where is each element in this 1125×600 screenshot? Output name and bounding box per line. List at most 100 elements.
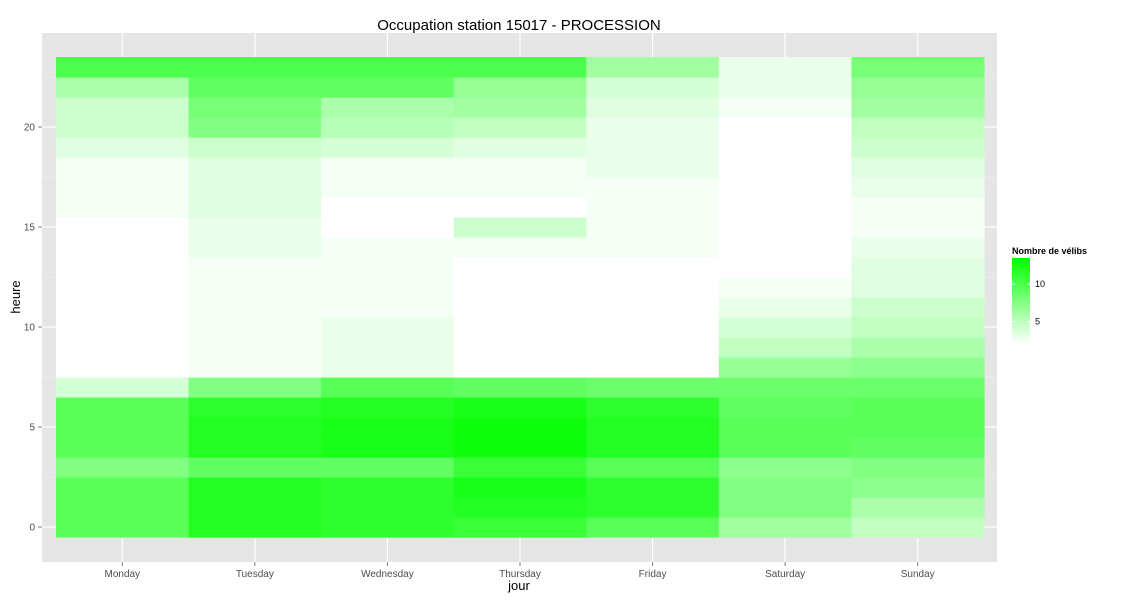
y-axis: 0 5 10 15 20 <box>24 123 42 534</box>
heatmap-tile <box>188 157 322 178</box>
heatmap-tile <box>453 77 587 98</box>
heatmap-tile <box>321 517 455 538</box>
heatmap-tile <box>188 57 322 78</box>
heatmap-tile <box>321 257 455 278</box>
heatmap-tile <box>718 357 853 378</box>
heatmap-tile <box>188 77 322 98</box>
heatmap-tile <box>851 457 985 478</box>
heatmap-tile <box>851 297 985 318</box>
heatmap-tile <box>718 417 853 438</box>
heatmap-tile <box>586 137 720 158</box>
heatmap-tile <box>56 77 190 98</box>
heatmap-tile <box>851 437 985 458</box>
heatmap-tile <box>188 277 322 298</box>
heatmap-tile <box>453 317 587 338</box>
heatmap-tile <box>321 177 455 198</box>
heatmap-tile <box>56 417 190 438</box>
heatmap-tile <box>188 437 322 458</box>
heatmap-tile <box>321 97 455 118</box>
heatmap-tile <box>851 277 985 298</box>
heatmap-tile <box>851 477 985 498</box>
heatmap-tile <box>851 177 985 198</box>
heatmap-tile <box>188 197 322 218</box>
heatmap-tile <box>718 277 853 298</box>
heatmap-tile <box>56 337 190 358</box>
heatmap-tile <box>188 257 322 278</box>
heatmap-tile <box>453 497 587 518</box>
heatmap-tile <box>851 417 985 438</box>
heatmap-tile <box>321 137 455 158</box>
heatmap-tile <box>453 437 587 458</box>
heatmap-tile <box>851 497 985 518</box>
heatmap-tile <box>56 357 190 378</box>
legend-tick-label: 10 <box>1035 279 1045 289</box>
x-axis: Monday Tuesday Wednesday Thursday Friday Satu… <box>104 562 935 580</box>
heatmap-tile <box>586 177 720 198</box>
heatmap-tile <box>586 417 720 438</box>
heatmap-tile <box>718 177 853 198</box>
heatmap-tile <box>321 397 455 418</box>
heatmap-tile <box>56 57 190 78</box>
heatmap-tile <box>718 297 853 318</box>
heatmap-tile <box>718 97 853 118</box>
heatmap-tile <box>718 457 853 478</box>
heatmap-tile <box>321 297 455 318</box>
heatmap-tile <box>586 257 720 278</box>
heatmap-tile <box>56 97 190 118</box>
heatmap-tile <box>851 517 985 538</box>
heatmap-tile <box>718 437 853 458</box>
heatmap-tile <box>188 137 322 158</box>
heatmap-tile <box>718 117 853 138</box>
y-tick-label: 5 <box>29 423 35 434</box>
heatmap-tile <box>851 137 985 158</box>
y-tick-label: 10 <box>24 323 36 334</box>
y-tick-label: 15 <box>24 223 36 234</box>
heatmap-tile <box>321 157 455 178</box>
heatmap-tile <box>56 297 190 318</box>
heatmap-tile <box>718 77 853 98</box>
x-tick-label: Sunday <box>901 569 935 580</box>
heatmap-tile <box>56 237 190 258</box>
heatmap-tile <box>453 217 587 238</box>
heatmap-tile <box>188 457 322 478</box>
heatmap-tile <box>56 177 190 198</box>
heatmap-tile <box>56 377 190 398</box>
heatmap-tile <box>188 377 322 398</box>
heatmap-tile <box>188 217 322 238</box>
heatmap-tile <box>851 337 985 358</box>
heatmap-tile <box>321 277 455 298</box>
heatmap-tile <box>718 377 853 398</box>
heatmap-tile <box>453 237 587 258</box>
heatmap-tile <box>56 517 190 538</box>
heatmap-tile <box>321 317 455 338</box>
heatmap-tile <box>56 497 190 518</box>
legend-colorbar <box>1012 258 1030 344</box>
heatmap-tile <box>718 57 853 78</box>
heatmap-tile <box>453 297 587 318</box>
heatmap-tile <box>188 317 322 338</box>
heatmap-tile <box>56 157 190 178</box>
heatmap-tile <box>188 477 322 498</box>
heatmap-tile <box>453 57 587 78</box>
heatmap-tile <box>586 277 720 298</box>
heatmap-tile <box>453 517 587 538</box>
heatmap-tile <box>586 317 720 338</box>
heatmap-tile <box>586 117 720 138</box>
heatmap-tile <box>586 57 720 78</box>
legend-tick-label: 5 <box>1035 317 1040 327</box>
heatmap-tile <box>56 137 190 158</box>
heatmap-tile <box>851 77 985 98</box>
heatmap-tile <box>56 117 190 138</box>
heatmap-tile <box>586 457 720 478</box>
heatmap-tile <box>321 217 455 238</box>
heatmap-tile <box>453 477 587 498</box>
heatmap-tile <box>188 97 322 118</box>
heatmap-tile <box>586 517 720 538</box>
heatmap-tile <box>453 257 587 278</box>
heatmap-tile <box>188 117 322 138</box>
heatmap-tile <box>321 57 455 78</box>
heatmap-tile <box>453 197 587 218</box>
heatmap-tile <box>56 317 190 338</box>
y-tick-label: 0 <box>29 523 35 534</box>
heatmap-tile <box>56 437 190 458</box>
